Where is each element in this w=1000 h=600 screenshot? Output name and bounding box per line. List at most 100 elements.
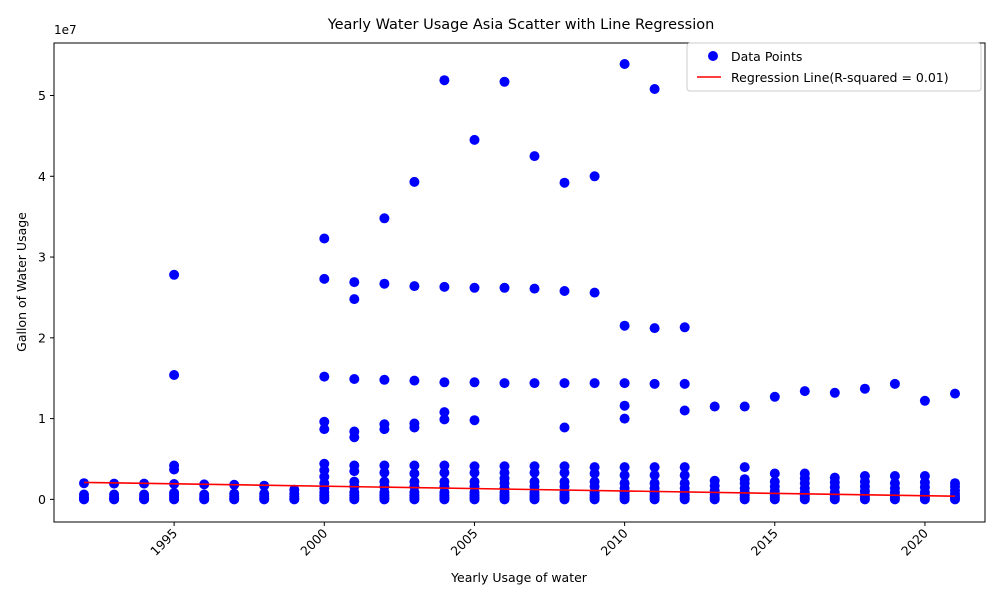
data-point: [559, 378, 570, 389]
data-point: [889, 494, 900, 505]
data-point: [169, 464, 180, 475]
data-point: [619, 494, 630, 505]
data-point: [559, 467, 570, 478]
x-tick-label: 2000: [297, 525, 330, 558]
data-point: [529, 467, 540, 478]
y-tick-label: 0: [38, 492, 46, 507]
data-point: [619, 320, 630, 331]
data-point: [829, 494, 840, 505]
legend-label-regression-line: Regression Line(R-squared = 0.01): [731, 70, 949, 85]
x-tick-label: 2015: [748, 526, 781, 559]
data-point: [319, 233, 330, 244]
regression-line: [83, 481, 956, 497]
data-point: [169, 269, 180, 280]
data-point: [439, 407, 450, 418]
data-point: [649, 323, 660, 334]
data-point: [589, 494, 600, 505]
data-point: [409, 468, 420, 479]
data-point: [919, 395, 930, 406]
data-point: [169, 370, 180, 380]
data-point: [319, 416, 330, 427]
data-point: [829, 387, 840, 398]
data-point: [79, 494, 89, 505]
data-point: [559, 422, 570, 433]
x-axis-ticks: 1995 2000 2005 2010 2015 2020: [147, 522, 931, 559]
data-point: [529, 283, 540, 294]
data-point: [559, 286, 570, 296]
data-point: [379, 213, 390, 224]
data-point: [289, 494, 300, 505]
data-point: [319, 424, 330, 435]
data-point: [499, 378, 510, 389]
data-point: [679, 494, 690, 505]
data-point: [349, 277, 360, 288]
data-point: [529, 151, 540, 162]
data-point: [799, 386, 810, 397]
data-point: [529, 494, 540, 505]
x-tick-label: 2010: [598, 525, 631, 558]
data-point: [739, 494, 750, 505]
y-tick-label: 4: [38, 169, 46, 184]
data-point: [499, 282, 510, 293]
data-point: [679, 470, 690, 481]
data-point: [889, 378, 900, 389]
x-tick-label: 2020: [898, 525, 931, 558]
data-point: [589, 171, 600, 182]
data-point: [769, 468, 780, 479]
data-point: [709, 494, 720, 505]
y-axis-ticks: 0 1 2 3 4 5: [38, 88, 54, 507]
data-point: [649, 378, 660, 389]
legend-marker-data-points: [708, 51, 718, 61]
x-axis-label: Yearly Usage of water: [450, 570, 588, 585]
data-point: [349, 374, 360, 384]
data-point: [319, 273, 330, 284]
data-point: [379, 494, 390, 505]
data-point: [409, 176, 420, 187]
data-point: [439, 460, 450, 471]
data-point: [919, 494, 930, 505]
data-point: [439, 414, 450, 425]
data-point: [379, 374, 390, 385]
data-point: [649, 462, 660, 473]
data-point: [859, 494, 870, 505]
data-point: [439, 377, 450, 388]
data-point: [409, 494, 420, 505]
data-point: [529, 378, 540, 389]
data-point: [469, 134, 480, 145]
legend: Data Points Regression Line(R-squared = …: [686, 42, 982, 92]
data-point: [559, 177, 570, 188]
data-point: [739, 462, 750, 473]
data-point: [409, 281, 420, 292]
data-point: [679, 322, 690, 333]
y-axis-label: Gallon of Water Usage: [14, 212, 29, 352]
data-point: [679, 462, 690, 473]
data-point: [439, 281, 450, 292]
data-point: [439, 467, 450, 478]
data-point: [559, 494, 570, 505]
data-point: [950, 388, 960, 399]
x-tick-label: 1995: [147, 526, 180, 559]
data-point: [439, 494, 450, 505]
data-point: [799, 494, 810, 505]
data-point: [319, 494, 330, 505]
data-point: [349, 466, 360, 477]
data-point: [619, 400, 630, 411]
data-point: [469, 282, 480, 293]
x-tick-label: 2005: [447, 526, 480, 559]
data-point: [259, 494, 270, 505]
y-axis-offset-label: 1e7: [54, 23, 77, 37]
data-point: [589, 287, 600, 298]
data-point: [649, 84, 660, 94]
data-point: [409, 460, 420, 471]
data-point: [349, 294, 360, 305]
data-point: [349, 494, 360, 505]
data-point: [469, 415, 480, 426]
y-tick-label: 2: [38, 330, 46, 345]
data-point: [169, 494, 180, 505]
data-point: [859, 383, 870, 394]
data-point: [379, 467, 390, 478]
data-point: [769, 494, 780, 505]
data-point: [619, 59, 630, 69]
plot-area: [53, 42, 986, 523]
